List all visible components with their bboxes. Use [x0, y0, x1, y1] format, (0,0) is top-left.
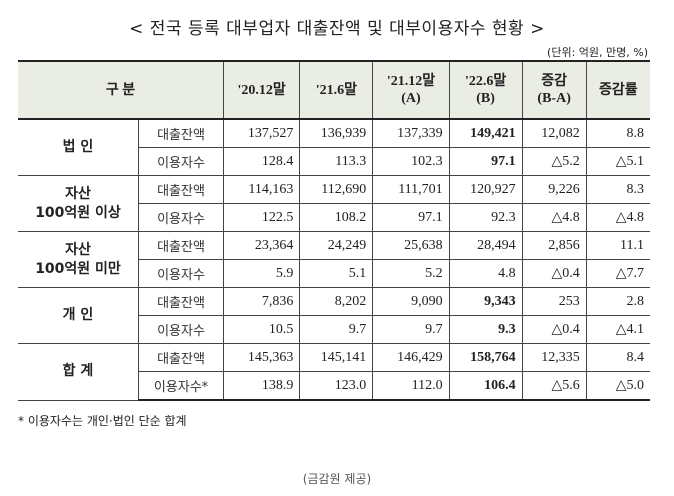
cell: △5.1	[585, 147, 650, 176]
table-row: 이용자수* 138.9 123.0 112.0 106.4 △5.6 △5.0	[18, 371, 650, 401]
cell: △4.8	[521, 203, 587, 232]
table-row: 개 인 대출잔액 7,836 8,202 9,090 9,343 253 2.8	[18, 287, 650, 344]
cell: 12,082	[521, 118, 587, 148]
cell: △4.1	[585, 315, 650, 344]
cell: 7,836	[222, 287, 301, 316]
cell: 11.1	[585, 231, 650, 260]
table-row: 합 계 대출잔액 145,363 145,141 146,429 158,764 12,33…	[18, 343, 650, 401]
cell: 128.4	[222, 147, 301, 176]
cell: 112,690	[299, 175, 374, 204]
header-row: 구 분 '20.12말 '21.6말 '21.12말 (A) '22.6말 (B) 증감 …	[18, 60, 650, 120]
cell: △4.8	[585, 203, 650, 232]
header-cell: '21.12말 (A)	[372, 60, 450, 120]
table-row: 자산 100억원 이상 대출잔액 114,163 112,690 111,701 120,…	[18, 175, 650, 232]
source: (금감원 제공)	[302, 472, 372, 486]
cell: 97.1	[372, 203, 450, 232]
cell: △5.0	[585, 371, 650, 401]
row-label: 대출잔액	[138, 343, 224, 372]
cell: △5.2	[521, 147, 587, 176]
header-cell: 증감 (B-A)	[521, 60, 587, 120]
cell: △5.6	[521, 371, 587, 401]
cell: 145,141	[299, 343, 374, 372]
cell: 9,090	[372, 287, 450, 316]
cell: 137,527	[222, 118, 301, 148]
row-label: 대출잔액	[138, 287, 224, 316]
cell: 149,421	[448, 118, 523, 148]
cell: 12,335	[521, 343, 587, 372]
cell: 9,226	[521, 175, 587, 204]
header-cell: '20.12말	[222, 60, 301, 120]
header-cell: 증감률	[585, 60, 650, 120]
row-label: 대출잔액	[138, 175, 224, 204]
cell: 123.0	[299, 371, 374, 401]
cell: 113.3	[299, 147, 374, 176]
cell: 112.0	[372, 371, 450, 401]
cell: 2,856	[521, 231, 587, 260]
cell: △7.7	[585, 259, 650, 288]
group-label: 자산 100억원 미만	[18, 231, 139, 288]
cell: 9.7	[299, 315, 374, 344]
cell: 253	[521, 287, 587, 316]
cell: 106.4	[448, 371, 523, 401]
row-label: 이용자수	[138, 147, 224, 176]
unit: (단위: 억원, 만명, %)	[547, 46, 648, 59]
cell: △0.4	[521, 259, 587, 288]
row-label: 대출잔액	[138, 118, 224, 148]
table-row: 이용자수 122.5 108.2 97.1 92.3 △4.8 △4.8	[18, 203, 650, 232]
cell: 136,939	[299, 118, 374, 148]
group-label: 법 인	[18, 118, 139, 176]
cell: 9,343	[448, 287, 523, 316]
cell: 10.5	[222, 315, 301, 344]
title: < 전국 등록 대부업자 대출잔액 및 대부이용자수 현황 >	[129, 19, 545, 39]
header-cell: '21.6말	[299, 60, 374, 120]
cell: △0.4	[521, 315, 587, 344]
table: 구 분 '20.12말 '21.6말 '21.12말 (A) '22.6말 (B) 증감 …	[18, 60, 650, 401]
table-row: 법 인 대출잔액 137,527 136,939 137,339 149,421 12,08…	[18, 118, 650, 176]
cell: 120,927	[448, 175, 523, 204]
cell: 23,364	[222, 231, 301, 260]
cell: 146,429	[372, 343, 450, 372]
cell: 5.9	[222, 259, 301, 288]
cell: 8.4	[585, 343, 650, 372]
cell: 8,202	[299, 287, 374, 316]
cell: 25,638	[372, 231, 450, 260]
cell: 102.3	[372, 147, 450, 176]
cell: 122.5	[222, 203, 301, 232]
cell: 9.3	[448, 315, 523, 344]
table-row: 자산 100억원 미만 대출잔액 23,364 24,249 25,638 28,494 2…	[18, 231, 650, 288]
cell: 5.2	[372, 259, 450, 288]
cell: 111,701	[372, 175, 450, 204]
cell: 8.3	[585, 175, 650, 204]
row-label: 이용자수	[138, 203, 224, 232]
header-cell: '22.6말 (B)	[448, 60, 523, 120]
cell: 158,764	[448, 343, 523, 372]
cell: 92.3	[448, 203, 523, 232]
cell: 145,363	[222, 343, 301, 372]
row-label: 이용자수	[138, 259, 224, 288]
cell: 24,249	[299, 231, 374, 260]
cell: 4.8	[448, 259, 523, 288]
cell: 28,494	[448, 231, 523, 260]
cell: 9.7	[372, 315, 450, 344]
group-label: 합 계	[18, 343, 139, 401]
row-label: 이용자수	[138, 315, 224, 344]
cell: 8.8	[585, 118, 650, 148]
group-label: 개 인	[18, 287, 139, 344]
group-label: 자산 100억원 이상	[18, 175, 139, 232]
row-label: 이용자수*	[138, 371, 224, 401]
row-label: 대출잔액	[138, 231, 224, 260]
footnote: * 이용자수는 개인·법인 단순 합계	[18, 414, 187, 428]
cell: 137,339	[372, 118, 450, 148]
cell: 114,163	[222, 175, 301, 204]
cell: 138.9	[222, 371, 301, 401]
cell: 2.8	[585, 287, 650, 316]
cell: 108.2	[299, 203, 374, 232]
header-cell: 구 분	[18, 60, 224, 120]
table-body: 법 인 대출잔액 137,527 136,939 137,339 149,421 12,08…	[18, 118, 650, 401]
cell: 5.1	[299, 259, 374, 288]
cell: 97.1	[448, 147, 523, 176]
